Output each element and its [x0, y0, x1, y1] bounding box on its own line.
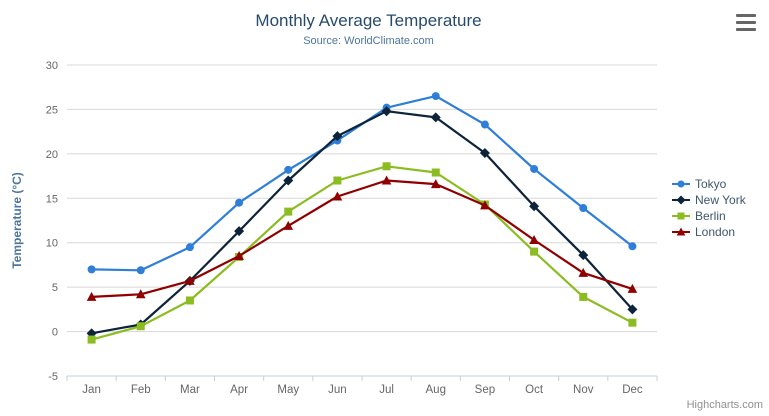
series-london-point[interactable]: [627, 283, 638, 293]
series-new-york-point[interactable]: [234, 226, 245, 237]
legend-item-label: New York: [695, 193, 746, 207]
series-berlin-point[interactable]: [382, 162, 391, 171]
series-london-point[interactable]: [135, 289, 146, 299]
series-berlin-line: [90, 165, 634, 341]
series-new-york-line: [90, 110, 634, 335]
hamburger-menu-icon: [736, 14, 756, 17]
legend-marker-symbol: [676, 195, 686, 205]
hamburger-menu-icon: [736, 21, 756, 24]
series-new-york-point[interactable]: [381, 106, 392, 117]
chart-title: Monthly Average Temperature: [255, 11, 482, 30]
series-new-york-point[interactable]: [430, 112, 441, 123]
series-berlin-point[interactable]: [579, 292, 588, 301]
y-tick-label: 0: [52, 327, 58, 339]
legend-item-label: Tokyo: [695, 177, 727, 191]
series-tokyo-line: [90, 95, 634, 272]
series-london-point[interactable]: [86, 291, 97, 301]
legend-marker-symbol: [677, 180, 685, 188]
x-tick-label: Sep: [475, 384, 495, 396]
x-tick-label: Mar: [180, 384, 200, 396]
x-tick-label: May: [277, 384, 299, 396]
series-london-point[interactable]: [529, 235, 539, 245]
series-berlin-point[interactable]: [185, 296, 194, 305]
series-tokyo-point[interactable]: [530, 164, 539, 173]
legend-item-tokyo[interactable]: Tokyo: [672, 176, 746, 192]
series-london-line: [90, 179, 634, 298]
legend-marker-circle-icon: [672, 180, 690, 188]
x-tick-label: Aug: [426, 384, 446, 396]
series-new-york-point[interactable]: [283, 175, 294, 186]
series-tokyo-point[interactable]: [87, 265, 96, 274]
x-tick-label: Jan: [82, 384, 101, 396]
series-tokyo-point[interactable]: [284, 165, 293, 174]
y-tick-label: 10: [46, 238, 58, 250]
series-tokyo-point[interactable]: [235, 198, 244, 207]
x-tick-label: Nov: [573, 384, 594, 396]
series-tokyo-point[interactable]: [136, 266, 145, 275]
y-tick-label: 25: [46, 104, 58, 116]
x-tick-label: Oct: [525, 384, 544, 396]
series-london-point[interactable]: [578, 267, 589, 277]
series-berlin-point[interactable]: [136, 322, 145, 331]
x-tick-label: Jun: [328, 384, 347, 396]
legend-marker-diamond-icon: [672, 195, 690, 205]
series-berlin-point[interactable]: [628, 318, 637, 327]
legend-item-label: Berlin: [695, 209, 726, 223]
legend: Tokyo New York Berlin London: [672, 176, 746, 240]
y-axis-title: Temperature (°C): [10, 172, 24, 269]
legend-item-new-york[interactable]: New York: [672, 192, 746, 208]
series-tokyo-point[interactable]: [628, 242, 637, 251]
legend-item-berlin[interactable]: Berlin: [672, 208, 746, 224]
y-tick-label: 5: [52, 282, 58, 294]
series-tokyo-point[interactable]: [579, 204, 588, 213]
series-london-point[interactable]: [381, 175, 392, 185]
legend-marker-symbol: [677, 212, 685, 220]
series-new-york-point[interactable]: [627, 304, 638, 315]
series-tokyo-point[interactable]: [185, 243, 194, 252]
series-london-point[interactable]: [185, 275, 195, 285]
series-berlin-point[interactable]: [530, 247, 539, 256]
legend-marker-symbol: [676, 227, 686, 236]
series-london: [86, 175, 638, 301]
series-tokyo-point[interactable]: [480, 120, 489, 129]
x-tick-label: Apr: [230, 384, 248, 396]
series-berlin-point[interactable]: [284, 207, 293, 216]
series-berlin-point[interactable]: [431, 168, 440, 177]
series-tokyo-point[interactable]: [431, 92, 440, 101]
series-london-point[interactable]: [430, 179, 441, 189]
credits-link[interactable]: Highcharts.com: [686, 399, 763, 411]
hamburger-menu-icon: [736, 28, 756, 31]
export-menu-button[interactable]: [734, 14, 758, 31]
series-london-point[interactable]: [480, 200, 490, 210]
y-tick-label: -5: [48, 371, 58, 383]
series-tokyo: [87, 92, 637, 275]
chart-subtitle: Source: WorldClimate.com: [303, 35, 434, 47]
series-london-point[interactable]: [234, 251, 244, 261]
x-tick-label: Dec: [622, 384, 643, 396]
y-tick-label: 20: [46, 149, 58, 161]
series-new-york-point[interactable]: [578, 250, 589, 261]
legend-marker-square-icon: [672, 212, 690, 220]
series-london-point[interactable]: [332, 191, 343, 201]
series-new-york-point[interactable]: [479, 147, 490, 158]
series-new-york-point[interactable]: [332, 131, 343, 142]
x-tick-label: Jul: [379, 384, 394, 396]
series-berlin-point[interactable]: [87, 335, 96, 344]
series-new-york: [86, 106, 638, 339]
legend-item-label: London: [695, 225, 736, 239]
series-berlin-point[interactable]: [333, 176, 342, 185]
series-new-york-point[interactable]: [529, 201, 540, 212]
y-tick-label: 15: [46, 193, 58, 205]
series-london-point[interactable]: [283, 220, 294, 230]
legend-marker-triangle-icon: [672, 227, 690, 236]
legend-item-london[interactable]: London: [672, 224, 746, 240]
x-tick-label: Feb: [131, 384, 151, 396]
y-tick-label: 30: [46, 60, 58, 72]
